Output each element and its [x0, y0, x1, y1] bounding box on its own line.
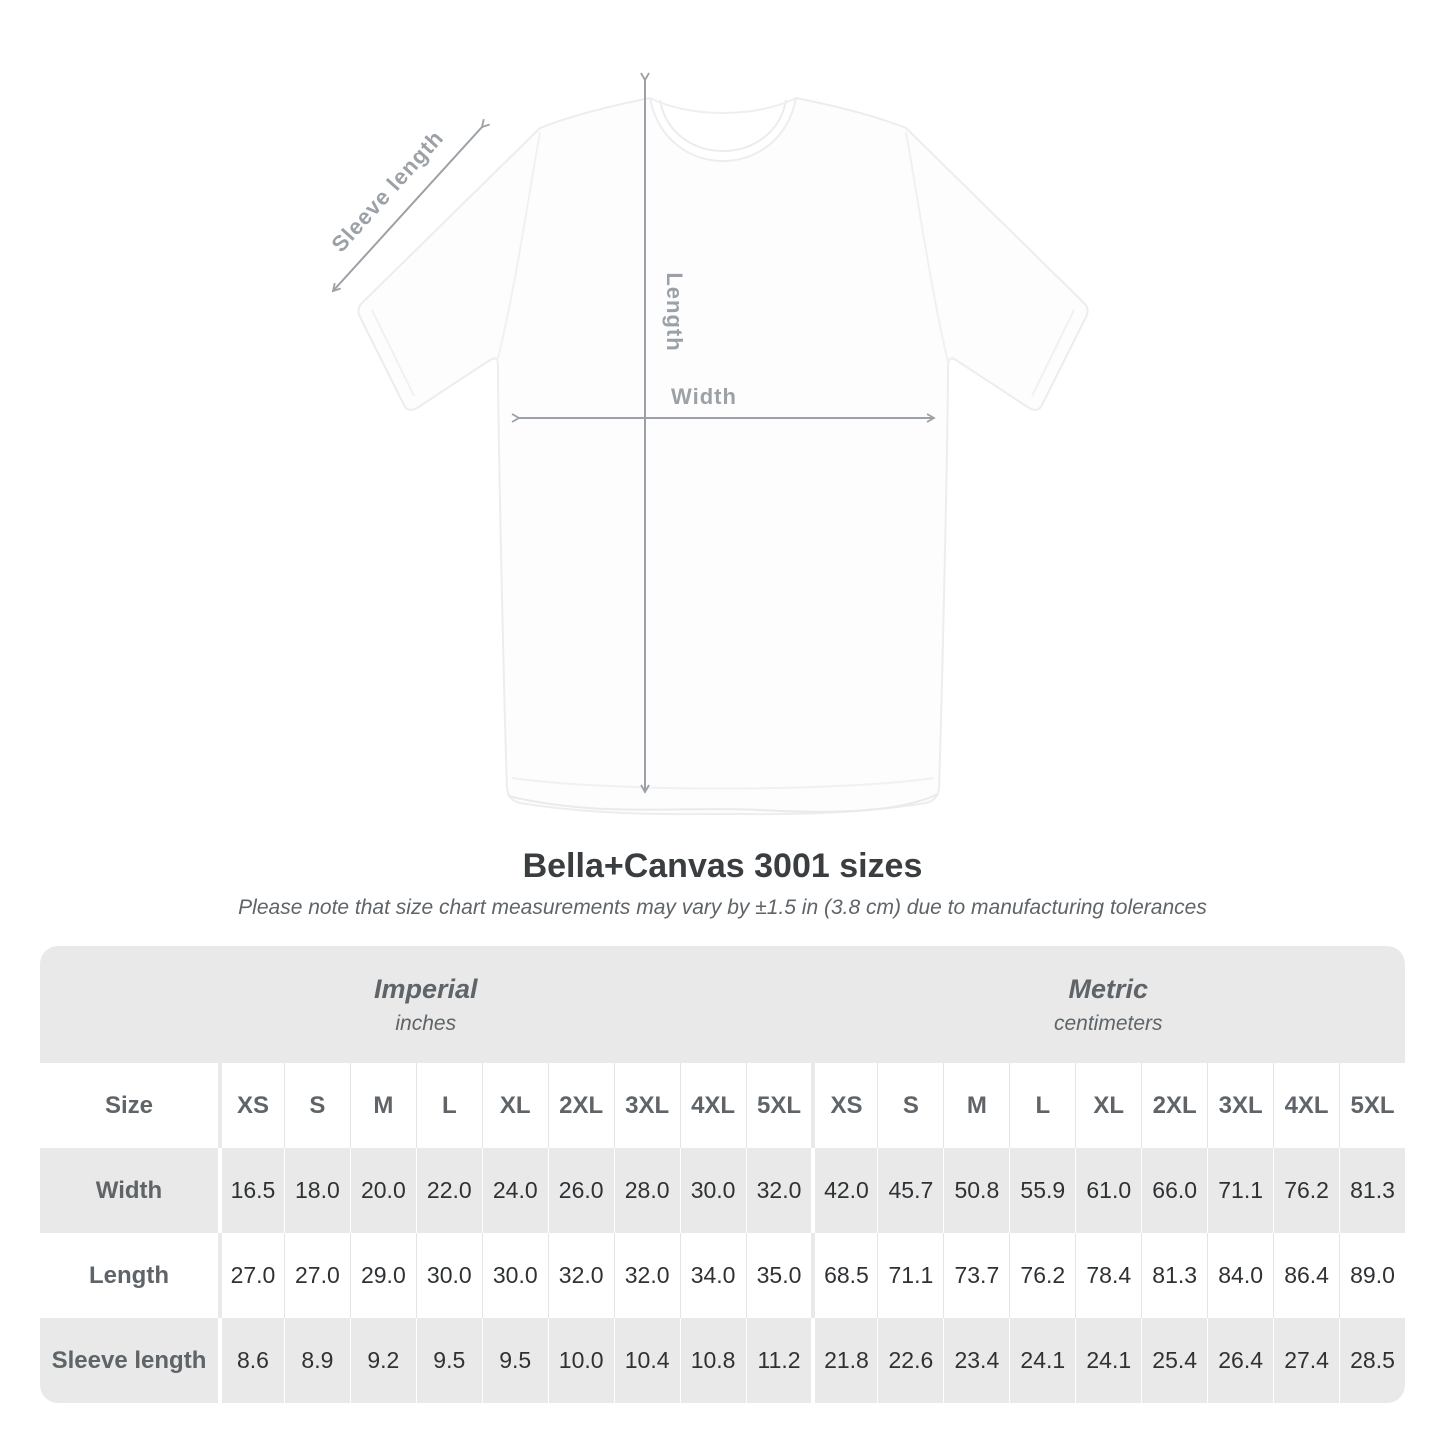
size-col-header: 3XL	[613, 1063, 680, 1148]
measurement-cell: 73.7	[943, 1233, 1010, 1318]
measurement-cell: 34.0	[679, 1233, 746, 1318]
measurement-cell: 25.4	[1141, 1318, 1208, 1403]
size-col-header: L	[415, 1063, 482, 1148]
metric-title: Metric	[1068, 973, 1149, 1004]
measurement-cell: 24.1	[1009, 1318, 1076, 1403]
measurement-cell: 76.2	[1009, 1233, 1076, 1318]
measurement-cell: 22.6	[877, 1318, 944, 1403]
metric-header: Metric centimeters	[812, 946, 1406, 1063]
measurement-cell: 27.0	[218, 1233, 284, 1318]
measurement-cell: 10.4	[613, 1318, 680, 1403]
imperial-subtitle: inches	[395, 1011, 457, 1035]
measurement-cell: 78.4	[1075, 1233, 1142, 1318]
imperial-header: Imperial inches	[40, 946, 812, 1063]
size-col-header: 2XL	[1141, 1063, 1208, 1148]
size-col-header: M	[943, 1063, 1010, 1148]
measurement-cell: 42.0	[811, 1148, 878, 1233]
measurement-cell: 50.8	[943, 1148, 1010, 1233]
size-col-header: 5XL	[745, 1063, 812, 1148]
size-col-header: S	[877, 1063, 944, 1148]
measurement-cell: 23.4	[943, 1318, 1010, 1403]
size-col-header: M	[349, 1063, 416, 1148]
size-col-header: 2XL	[547, 1063, 614, 1148]
measurement-cell: 45.7	[877, 1148, 944, 1233]
units-header-band: Imperial inches Metric centimeters	[40, 946, 1405, 1063]
measurement-cell: 8.9	[283, 1318, 350, 1403]
size-col-header: 4XL	[1273, 1063, 1340, 1148]
measurement-cell: 24.1	[1075, 1318, 1142, 1403]
measurement-cell: 71.1	[877, 1233, 944, 1318]
measurement-cell: 28.5	[1339, 1318, 1405, 1403]
measurement-cell: 26.0	[547, 1148, 614, 1233]
size-col-header: 5XL	[1339, 1063, 1405, 1148]
size-col-header: 4XL	[679, 1063, 746, 1148]
size-col-header: XS	[811, 1063, 878, 1148]
measurement-row-label: Length	[40, 1233, 218, 1318]
measurement-cell: 9.2	[349, 1318, 416, 1403]
size-row-label: Size	[40, 1063, 218, 1148]
measurement-row-label: Width	[40, 1148, 218, 1233]
measurement-cell: 66.0	[1141, 1148, 1208, 1233]
measurement-cell: 30.0	[481, 1233, 548, 1318]
sleeve-length-arrow	[331, 118, 490, 293]
measurement-cell: 81.3	[1141, 1233, 1208, 1318]
size-col-header: XS	[218, 1063, 284, 1148]
size-col-header: L	[1009, 1063, 1076, 1148]
measurement-cell: 26.4	[1207, 1318, 1274, 1403]
measurement-cell: 20.0	[349, 1148, 416, 1233]
tshirt-graphic	[357, 97, 1089, 816]
measurement-cell: 84.0	[1207, 1233, 1274, 1318]
width-label: Width	[671, 384, 737, 409]
measurement-cell: 27.4	[1273, 1318, 1340, 1403]
size-col-header: 3XL	[1207, 1063, 1274, 1148]
tshirt-diagram-svg: Sleeve length Length Width	[326, 72, 1089, 816]
measurement-cell: 86.4	[1273, 1233, 1340, 1318]
size-col-header: S	[283, 1063, 350, 1148]
tshirt-measurement-diagram: Sleeve length Length Width	[326, 72, 1089, 816]
measurement-cell: 8.6	[218, 1318, 284, 1403]
measurement-cell: 76.2	[1273, 1148, 1340, 1233]
page-title: Bella+Canvas 3001 sizes	[522, 847, 923, 885]
size-table: Imperial inches Metric centimeters Size X…	[40, 946, 1405, 1403]
measurement-cell: 30.0	[415, 1233, 482, 1318]
measurement-cell: 32.0	[613, 1233, 680, 1318]
measurement-cell: 16.5	[218, 1148, 284, 1233]
measurement-cell: 55.9	[1009, 1148, 1076, 1233]
measurement-cell: 10.0	[547, 1318, 614, 1403]
measurement-cell: 9.5	[481, 1318, 548, 1403]
measurement-cell: 24.0	[481, 1148, 548, 1233]
measurement-cell: 61.0	[1075, 1148, 1142, 1233]
measurement-cell: 21.8	[811, 1318, 878, 1403]
size-col-header: XL	[481, 1063, 548, 1148]
measurement-cell: 11.2	[745, 1318, 812, 1403]
size-table-grid: Size XS S M L XL 2XL 3XL 4XL 5XL XS S M L XL 2XL 3XL 4XL 5…	[40, 1063, 1405, 1403]
measurement-cell: 9.5	[415, 1318, 482, 1403]
measurement-cell: 10.8	[679, 1318, 746, 1403]
size-col-header: XL	[1075, 1063, 1142, 1148]
measurement-cell: 29.0	[349, 1233, 416, 1318]
measurement-cell: 35.0	[745, 1233, 812, 1318]
measurement-cell: 30.0	[679, 1148, 746, 1233]
tolerance-note: Please note that size chart measurements…	[238, 896, 1207, 919]
measurement-cell: 28.0	[613, 1148, 680, 1233]
measurement-cell: 89.0	[1339, 1233, 1405, 1318]
measurement-cell: 71.1	[1207, 1148, 1274, 1233]
measurement-cell: 32.0	[745, 1148, 812, 1233]
measurement-cell: 32.0	[547, 1233, 614, 1318]
measurement-cell: 68.5	[811, 1233, 878, 1318]
measurement-cell: 22.0	[415, 1148, 482, 1233]
measurement-cell: 18.0	[283, 1148, 350, 1233]
imperial-title: Imperial	[373, 973, 478, 1004]
measurement-row-label: Sleeve length	[40, 1318, 218, 1403]
length-label: Length	[662, 272, 687, 351]
measurement-cell: 27.0	[283, 1233, 350, 1318]
metric-subtitle: centimeters	[1053, 1011, 1163, 1035]
measurement-cell: 81.3	[1339, 1148, 1405, 1233]
